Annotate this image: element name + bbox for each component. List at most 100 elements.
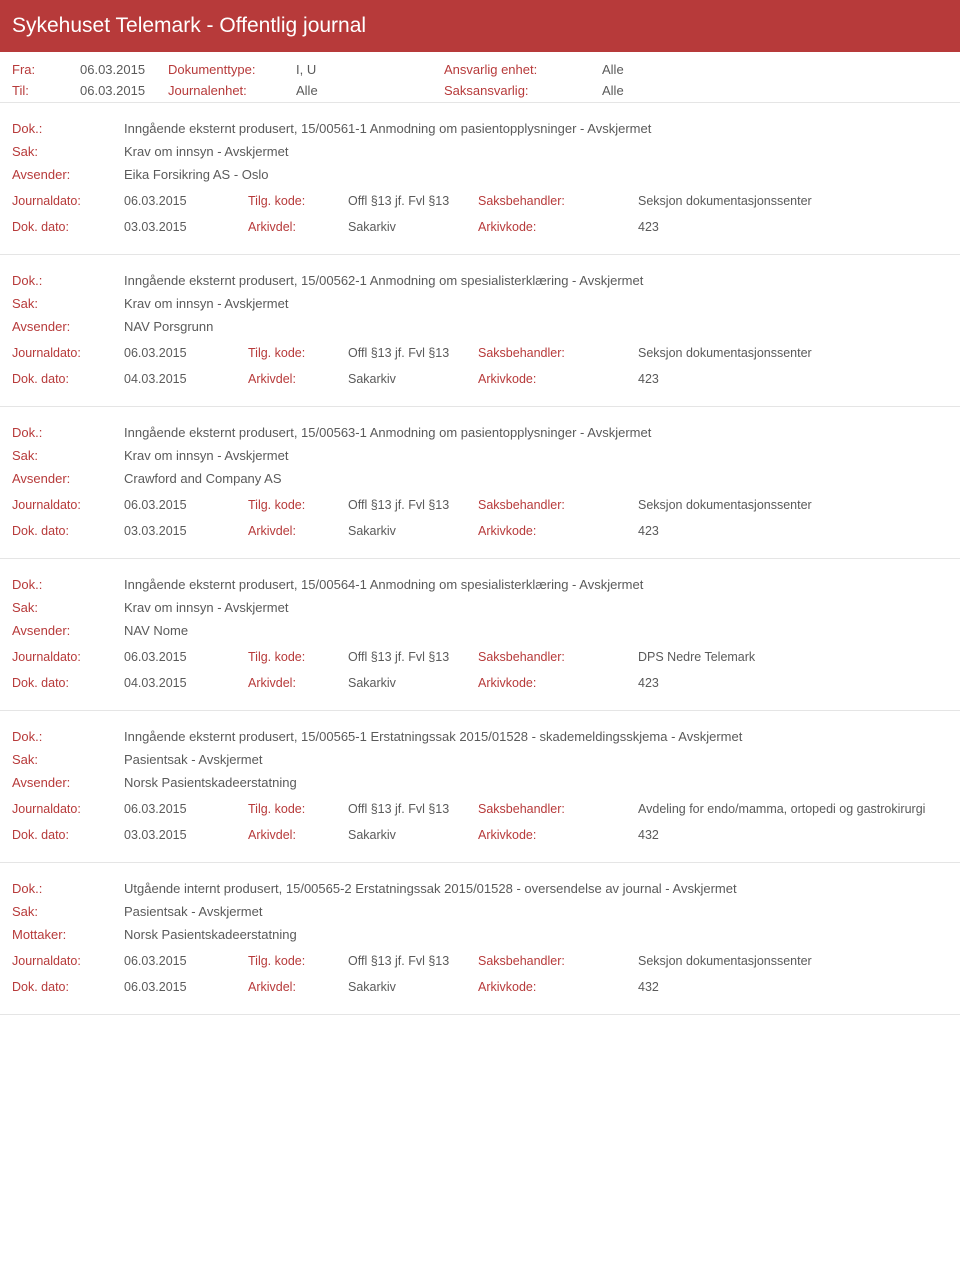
arkivkode-label: Arkivkode: <box>478 980 638 994</box>
arkivdel-label: Arkivdel: <box>248 524 348 538</box>
arkivdel-value: Sakarkiv <box>348 524 478 538</box>
saksbehandler-label: Saksbehandler: <box>478 954 638 968</box>
arkivkode-value: 432 <box>638 828 948 842</box>
arkivkode-label: Arkivkode: <box>478 372 638 386</box>
journal-entry: Dok.: Inngående eksternt produsert, 15/0… <box>0 407 960 559</box>
dokdato-label: Dok. dato: <box>12 220 124 234</box>
saksbehandler-value: Seksjon dokumentasjonssenter <box>638 498 948 512</box>
arkivdel-value: Sakarkiv <box>348 676 478 690</box>
journaldato-value: 06.03.2015 <box>124 498 248 512</box>
arkivkode-value: 423 <box>638 220 948 234</box>
saksbehandler-value: DPS Nedre Telemark <box>638 650 948 664</box>
dokdato-value: 03.03.2015 <box>124 524 248 538</box>
journal-entry: Dok.: Inngående eksternt produsert, 15/0… <box>0 103 960 255</box>
ansvarlig-label: Ansvarlig enhet: <box>444 62 594 77</box>
tilgkode-label: Tilg. kode: <box>248 954 348 968</box>
tilgkode-value: Offl §13 jf. Fvl §13 <box>348 954 478 968</box>
arkivkode-label: Arkivkode: <box>478 676 638 690</box>
journal-entry: Dok.: Inngående eksternt produsert, 15/0… <box>0 559 960 711</box>
dok-value: Inngående eksternt produsert, 15/00565-1… <box>124 729 742 744</box>
tilgkode-label: Tilg. kode: <box>248 194 348 208</box>
dok-label: Dok.: <box>12 881 124 896</box>
til-value: 06.03.2015 <box>80 83 160 98</box>
journaldato-label: Journaldato: <box>12 498 124 512</box>
arkivkode-value: 423 <box>638 524 948 538</box>
party-label: Avsender: <box>12 471 124 486</box>
saksbehandler-label: Saksbehandler: <box>478 194 638 208</box>
arkivdel-value: Sakarkiv <box>348 980 478 994</box>
dok-value: Inngående eksternt produsert, 15/00564-1… <box>124 577 643 592</box>
journaldato-label: Journaldato: <box>12 194 124 208</box>
party-label: Avsender: <box>12 623 124 638</box>
journaldato-label: Journaldato: <box>12 802 124 816</box>
tilgkode-label: Tilg. kode: <box>248 802 348 816</box>
arkivkode-value: 423 <box>638 676 948 690</box>
sak-value: Krav om innsyn - Avskjermet <box>124 600 288 615</box>
saksbehandler-value: Seksjon dokumentasjonssenter <box>638 194 948 208</box>
party-value: NAV Nome <box>124 623 188 638</box>
party-value: Crawford and Company AS <box>124 471 282 486</box>
arkivdel-label: Arkivdel: <box>248 828 348 842</box>
saksansvarlig-value: Alle <box>602 83 624 98</box>
tilgkode-value: Offl §13 jf. Fvl §13 <box>348 650 478 664</box>
journalenhet-label: Journalenhet: <box>168 83 288 98</box>
dokumenttype-label: Dokumenttype: <box>168 62 288 77</box>
dokdato-value: 03.03.2015 <box>124 828 248 842</box>
dokdato-label: Dok. dato: <box>12 828 124 842</box>
dokdato-label: Dok. dato: <box>12 676 124 690</box>
saksbehandler-value: Seksjon dokumentasjonssenter <box>638 954 948 968</box>
party-label: Avsender: <box>12 775 124 790</box>
saksansvarlig-label: Saksansvarlig: <box>444 83 594 98</box>
journal-entry: Dok.: Inngående eksternt produsert, 15/0… <box>0 255 960 407</box>
saksbehandler-label: Saksbehandler: <box>478 346 638 360</box>
dokdato-label: Dok. dato: <box>12 980 124 994</box>
journaldato-value: 06.03.2015 <box>124 194 248 208</box>
journaldato-value: 06.03.2015 <box>124 802 248 816</box>
dok-label: Dok.: <box>12 121 124 136</box>
dokdato-value: 04.03.2015 <box>124 372 248 386</box>
sak-value: Pasientsak - Avskjermet <box>124 752 262 767</box>
ansvarlig-value: Alle <box>602 62 624 77</box>
journaldato-value: 06.03.2015 <box>124 346 248 360</box>
dok-label: Dok.: <box>12 273 124 288</box>
dok-label: Dok.: <box>12 425 124 440</box>
dokdato-label: Dok. dato: <box>12 524 124 538</box>
sak-value: Krav om innsyn - Avskjermet <box>124 296 288 311</box>
party-label: Mottaker: <box>12 927 124 942</box>
tilgkode-value: Offl §13 jf. Fvl §13 <box>348 194 478 208</box>
dokdato-value: 06.03.2015 <box>124 980 248 994</box>
fra-label: Fra: <box>12 62 72 77</box>
party-label: Avsender: <box>12 319 124 334</box>
journal-entry: Dok.: Inngående eksternt produsert, 15/0… <box>0 711 960 863</box>
sak-label: Sak: <box>12 752 124 767</box>
sak-value: Krav om innsyn - Avskjermet <box>124 144 288 159</box>
journal-entry: Dok.: Utgående internt produsert, 15/005… <box>0 863 960 1015</box>
arkivkode-label: Arkivkode: <box>478 220 638 234</box>
dokdato-label: Dok. dato: <box>12 372 124 386</box>
journaldato-label: Journaldato: <box>12 650 124 664</box>
tilgkode-label: Tilg. kode: <box>248 650 348 664</box>
journaldato-value: 06.03.2015 <box>124 650 248 664</box>
arkivdel-label: Arkivdel: <box>248 220 348 234</box>
arkivkode-label: Arkivkode: <box>478 828 638 842</box>
filter-bar: Fra: Til: 06.03.2015 06.03.2015 Dokument… <box>0 52 960 103</box>
dok-label: Dok.: <box>12 729 124 744</box>
dokdato-value: 03.03.2015 <box>124 220 248 234</box>
journaldato-value: 06.03.2015 <box>124 954 248 968</box>
arkivkode-value: 432 <box>638 980 948 994</box>
arkivdel-label: Arkivdel: <box>248 676 348 690</box>
sak-value: Pasientsak - Avskjermet <box>124 904 262 919</box>
saksbehandler-label: Saksbehandler: <box>478 650 638 664</box>
sak-label: Sak: <box>12 904 124 919</box>
saksbehandler-label: Saksbehandler: <box>478 802 638 816</box>
dokdato-value: 04.03.2015 <box>124 676 248 690</box>
party-value: NAV Porsgrunn <box>124 319 213 334</box>
sak-label: Sak: <box>12 296 124 311</box>
party-value: Norsk Pasientskadeerstatning <box>124 927 297 942</box>
arkivdel-label: Arkivdel: <box>248 372 348 386</box>
tilgkode-value: Offl §13 jf. Fvl §13 <box>348 802 478 816</box>
tilgkode-value: Offl §13 jf. Fvl §13 <box>348 498 478 512</box>
party-label: Avsender: <box>12 167 124 182</box>
journaldato-label: Journaldato: <box>12 346 124 360</box>
sak-label: Sak: <box>12 144 124 159</box>
